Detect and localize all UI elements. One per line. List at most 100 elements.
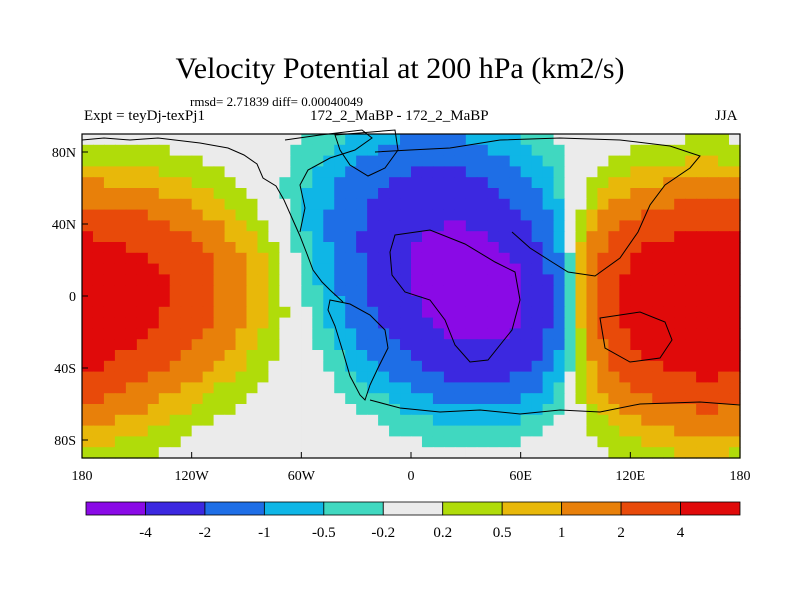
field-cell <box>279 252 291 265</box>
field-cell <box>421 166 434 178</box>
field-cell <box>191 306 204 319</box>
x-tick-label: 120E <box>616 469 646 484</box>
field-cell <box>718 328 730 340</box>
field-cell <box>520 274 533 286</box>
field-cell <box>718 447 730 459</box>
field-cell <box>542 209 555 221</box>
field-cell <box>718 360 730 373</box>
field-cell <box>542 220 555 232</box>
field-cell <box>235 296 248 308</box>
field-cell <box>498 447 511 459</box>
field-cell <box>92 317 105 329</box>
field-cell <box>696 252 708 265</box>
field-cell <box>279 166 291 178</box>
field-cell <box>707 252 719 265</box>
field-cell <box>290 328 302 340</box>
field-cell <box>674 198 686 211</box>
field-cell <box>82 317 94 329</box>
field-cell <box>663 252 675 265</box>
field-cell <box>630 382 642 394</box>
field-cell <box>82 382 94 394</box>
field-cell <box>301 339 313 351</box>
coastline-north-america <box>81 137 344 303</box>
field-cell <box>542 436 555 448</box>
field-cell <box>421 404 434 416</box>
field-cell <box>301 436 313 448</box>
field-cell <box>432 436 445 448</box>
field-cell <box>411 177 423 189</box>
field-cell <box>246 209 259 221</box>
field-cell <box>345 350 357 362</box>
field-cell <box>729 177 741 189</box>
field-cell <box>334 188 346 200</box>
field-cell <box>674 328 686 340</box>
field-cell <box>487 188 500 200</box>
field-cell <box>367 360 379 373</box>
field-cell <box>103 285 116 297</box>
field-cell <box>465 328 478 340</box>
field-cell <box>257 188 270 200</box>
contour-field <box>82 134 741 459</box>
field-cell <box>279 155 291 167</box>
field-cell <box>421 155 434 167</box>
field-cell <box>685 177 697 189</box>
field-cell <box>301 134 313 146</box>
field-cell <box>553 134 566 146</box>
field-cell <box>323 263 335 275</box>
field-cell <box>158 360 171 373</box>
field-cell <box>356 134 368 146</box>
field-cell <box>542 296 555 308</box>
field-cell <box>729 285 741 297</box>
field-cell <box>411 155 423 167</box>
field-cell <box>202 393 215 405</box>
field-cell <box>378 371 390 383</box>
field-cell <box>334 414 346 427</box>
field-cell <box>334 242 346 254</box>
field-cell <box>652 252 664 265</box>
field-cell <box>630 350 642 362</box>
field-cell <box>224 198 237 211</box>
field-cell <box>246 328 259 340</box>
field-cell <box>400 242 412 254</box>
field-cell <box>389 220 401 232</box>
field-cell <box>136 242 149 254</box>
field-cell <box>718 155 730 167</box>
field-cell <box>411 328 423 340</box>
field-cell <box>718 166 730 178</box>
field-cell <box>619 155 631 167</box>
field-cell <box>235 360 248 373</box>
field-cell <box>696 306 708 319</box>
field-cell <box>553 382 566 394</box>
field-cell <box>630 360 642 373</box>
field-cell <box>345 306 357 319</box>
field-cell <box>652 263 664 275</box>
field-cell <box>169 382 182 394</box>
field-cell <box>531 360 544 373</box>
field-cell <box>685 296 697 308</box>
field-cell <box>696 209 708 221</box>
field-cell <box>246 371 259 383</box>
field-cell <box>553 350 566 362</box>
field-cell <box>531 328 544 340</box>
field-cell <box>246 339 259 351</box>
field-cell <box>718 242 730 254</box>
field-cell <box>290 339 302 351</box>
colorbar-label: 0.2 <box>433 525 452 541</box>
field-cell <box>564 425 577 437</box>
field-cell <box>542 447 555 459</box>
field-cell <box>630 285 642 297</box>
field-cell <box>268 231 280 243</box>
field-cell <box>180 317 193 329</box>
field-cell <box>553 285 566 297</box>
field-cell <box>597 274 609 286</box>
field-cell <box>136 425 149 437</box>
field-cell <box>191 447 204 459</box>
field-cell <box>334 306 346 319</box>
field-cell <box>312 339 324 351</box>
field-cell <box>268 404 280 416</box>
field-cell <box>531 317 544 329</box>
field-cell <box>356 393 368 405</box>
field-cell <box>432 231 445 243</box>
field-cell <box>553 220 566 232</box>
field-cell <box>487 220 500 232</box>
